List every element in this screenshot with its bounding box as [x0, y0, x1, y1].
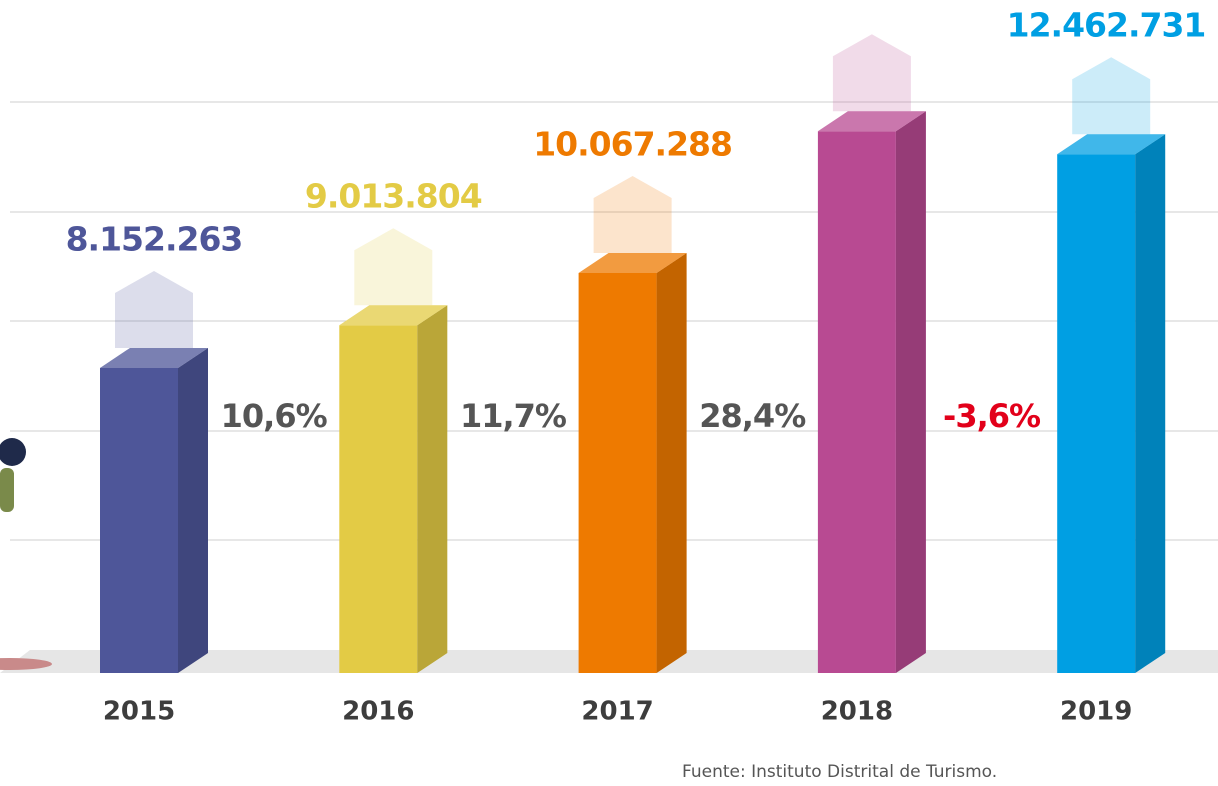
bar-top [817, 111, 926, 132]
bar [339, 325, 418, 673]
growth-label: 28,4% [699, 397, 806, 435]
bar [1057, 154, 1136, 674]
bar-top [578, 252, 687, 273]
bar [578, 272, 657, 673]
ghost-arrow [832, 34, 911, 112]
source-note: Fuente: Instituto Distrital de Turismo. [682, 762, 997, 782]
growth-label: 10,6% [221, 397, 328, 435]
shadow [0, 658, 52, 670]
value-label: 8.152.263 [66, 219, 243, 258]
value-label: 10.067.288 [533, 124, 732, 163]
bar-side [417, 305, 448, 673]
x-tick-label: 2016 [342, 697, 414, 727]
x-tick-label: 2018 [821, 697, 893, 727]
bar-top-light [817, 111, 926, 132]
bar-top-light [339, 305, 448, 326]
person-head [0, 438, 26, 466]
growth-label: 11,7% [460, 397, 567, 435]
bar-side [656, 252, 687, 674]
bar [817, 131, 896, 673]
bar-top-light [578, 252, 687, 273]
ghost-arrow [1072, 57, 1151, 135]
bar-side [895, 111, 926, 673]
ghost-arrow [593, 175, 672, 253]
person-body [0, 468, 14, 512]
x-tick-label: 2017 [581, 697, 653, 727]
growth-label: -3,6% [943, 397, 1041, 435]
bar-side-shade [1135, 134, 1166, 674]
bar-top [339, 305, 448, 326]
ghost-arrow [115, 270, 193, 348]
bar-top-light [100, 347, 208, 368]
value-label: 12.462.731 [1007, 6, 1206, 45]
x-tick-label: 2015 [103, 697, 175, 727]
bars: 8.152.263 2015 9.013.804 2016 10.067.288 2017… [66, 6, 1207, 727]
bar-side-shade [417, 305, 448, 673]
value-label: 9.013.804 [305, 177, 482, 216]
bar-side [178, 347, 208, 673]
bar-top-light [1057, 134, 1166, 155]
bar-top [100, 347, 208, 368]
bar-side-shade [178, 347, 208, 673]
bar-side [1135, 134, 1166, 674]
bar-side-shade [895, 111, 926, 673]
x-tick-label: 2019 [1060, 697, 1132, 727]
bar [100, 367, 178, 673]
bar-top [1057, 134, 1166, 155]
bar-side-shade [656, 252, 687, 674]
ghost-arrow [354, 228, 433, 306]
